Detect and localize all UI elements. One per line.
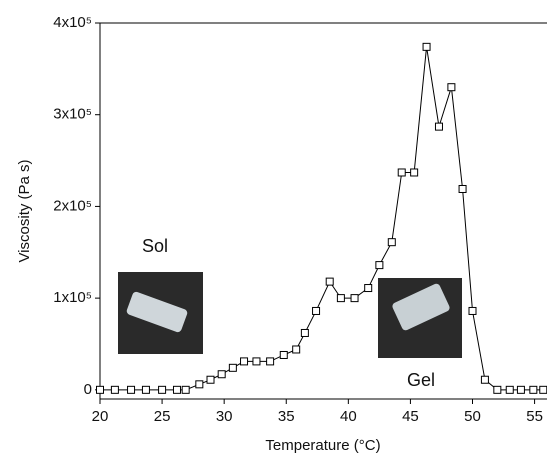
data-point bbox=[141, 385, 150, 394]
data-point bbox=[410, 168, 419, 177]
data-point bbox=[312, 306, 321, 315]
data-point bbox=[539, 385, 547, 394]
data-point bbox=[458, 184, 467, 193]
data-point bbox=[217, 370, 226, 379]
data-point bbox=[206, 375, 215, 384]
data-point bbox=[127, 385, 136, 394]
data-point bbox=[516, 385, 525, 394]
data-point bbox=[252, 357, 261, 366]
annotation: Sol bbox=[142, 236, 168, 256]
data-point bbox=[422, 42, 431, 51]
data-point bbox=[292, 345, 301, 354]
x-tick-label: 55 bbox=[526, 408, 543, 425]
y-tick-label: 3x10⁵ bbox=[53, 106, 92, 123]
data-point bbox=[195, 380, 204, 389]
y-axis-title: Viscosity (Pa s) bbox=[16, 159, 33, 262]
x-tick-label: 40 bbox=[340, 408, 357, 425]
data-point bbox=[364, 284, 373, 293]
data-point bbox=[279, 350, 288, 359]
data-point bbox=[387, 238, 396, 247]
y-tick-label: 2x10⁵ bbox=[53, 197, 92, 214]
data-point bbox=[505, 385, 514, 394]
data-point bbox=[172, 385, 181, 394]
data-point bbox=[397, 168, 406, 177]
data-point bbox=[350, 294, 359, 303]
x-tick-label: 25 bbox=[154, 408, 171, 425]
x-tick-label: 30 bbox=[216, 408, 233, 425]
data-point bbox=[493, 385, 502, 394]
data-point bbox=[375, 261, 384, 270]
data-point bbox=[300, 328, 309, 337]
x-tick-label: 50 bbox=[464, 408, 481, 425]
x-tick-label: 35 bbox=[278, 408, 295, 425]
x-tick-label: 45 bbox=[402, 408, 419, 425]
data-point bbox=[110, 385, 119, 394]
gel-vial bbox=[392, 283, 450, 331]
data-point bbox=[266, 357, 275, 366]
data-point bbox=[240, 357, 249, 366]
data-point bbox=[480, 375, 489, 384]
data-point bbox=[96, 385, 104, 394]
data-point bbox=[529, 385, 538, 394]
y-tick-label: 1x10⁵ bbox=[53, 289, 92, 306]
data-point bbox=[228, 363, 237, 372]
data-point bbox=[434, 122, 443, 131]
sol-vial bbox=[126, 291, 188, 333]
data-point bbox=[336, 294, 345, 303]
x-axis-title: Temperature (°C) bbox=[265, 437, 380, 454]
data-point bbox=[468, 306, 477, 315]
data-point bbox=[325, 277, 334, 286]
x-tick-label: 20 bbox=[92, 408, 109, 425]
y-tick-label: 0 bbox=[84, 381, 92, 398]
data-point bbox=[158, 385, 167, 394]
data-point bbox=[181, 385, 190, 394]
data-point bbox=[447, 83, 456, 92]
y-tick-label: 4x10⁵ bbox=[53, 14, 92, 31]
annotation: Gel bbox=[407, 370, 435, 390]
